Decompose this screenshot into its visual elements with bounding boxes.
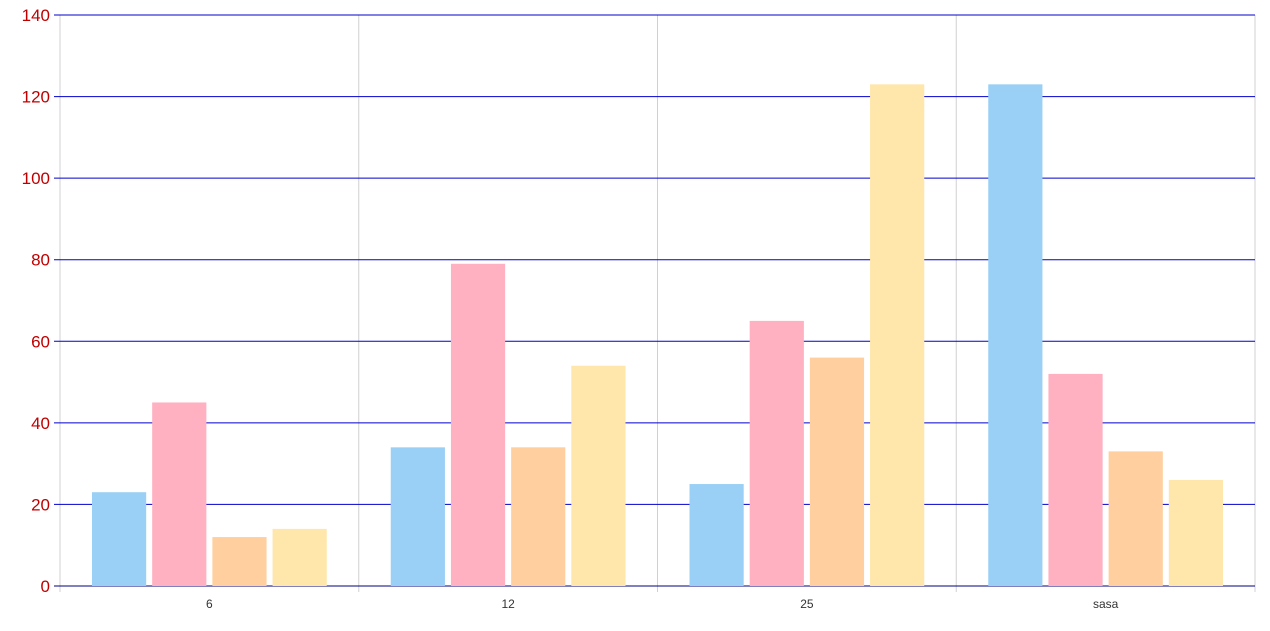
bar-series-4-25 — [870, 84, 925, 586]
bar-series-3-sasa — [1108, 451, 1163, 586]
bar-series-3-12 — [511, 447, 566, 586]
y-tick-label: 20 — [31, 495, 50, 514]
x-tick-label: 6 — [206, 597, 213, 611]
y-tick-label: 100 — [22, 169, 50, 188]
bar-series-3-6 — [212, 537, 267, 586]
x-tick-label: 25 — [800, 597, 814, 611]
x-tick-label: 12 — [501, 597, 515, 611]
bar-series-2-12 — [450, 263, 506, 586]
bar-series-1-25 — [689, 484, 744, 586]
bar-series-4-sasa — [1168, 479, 1223, 586]
bar-series-2-6 — [152, 402, 207, 586]
y-tick-label: 60 — [31, 332, 50, 351]
bar-series-4-12 — [571, 365, 626, 586]
y-tick-label: 80 — [31, 251, 50, 270]
y-tick-label: 0 — [41, 577, 50, 596]
y-tick-label: 40 — [31, 414, 50, 433]
axis-layer: 0 20 40 60 80 100 120 140 6 12 25 sasa — [22, 6, 1119, 611]
bar-series-2-sasa — [1048, 373, 1103, 586]
bar-series-2-25 — [749, 320, 804, 586]
bar-layer — [92, 84, 1223, 586]
bar-series-3-25 — [809, 357, 865, 586]
bar-series-4-6 — [272, 528, 327, 586]
y-tick-label: 120 — [22, 88, 50, 107]
bar-series-1-6 — [92, 492, 147, 586]
y-tick-label: 140 — [22, 6, 50, 25]
bar-series-1-sasa — [988, 84, 1043, 586]
bar-series-1-12 — [390, 447, 445, 586]
x-tick-label: sasa — [1093, 597, 1119, 611]
